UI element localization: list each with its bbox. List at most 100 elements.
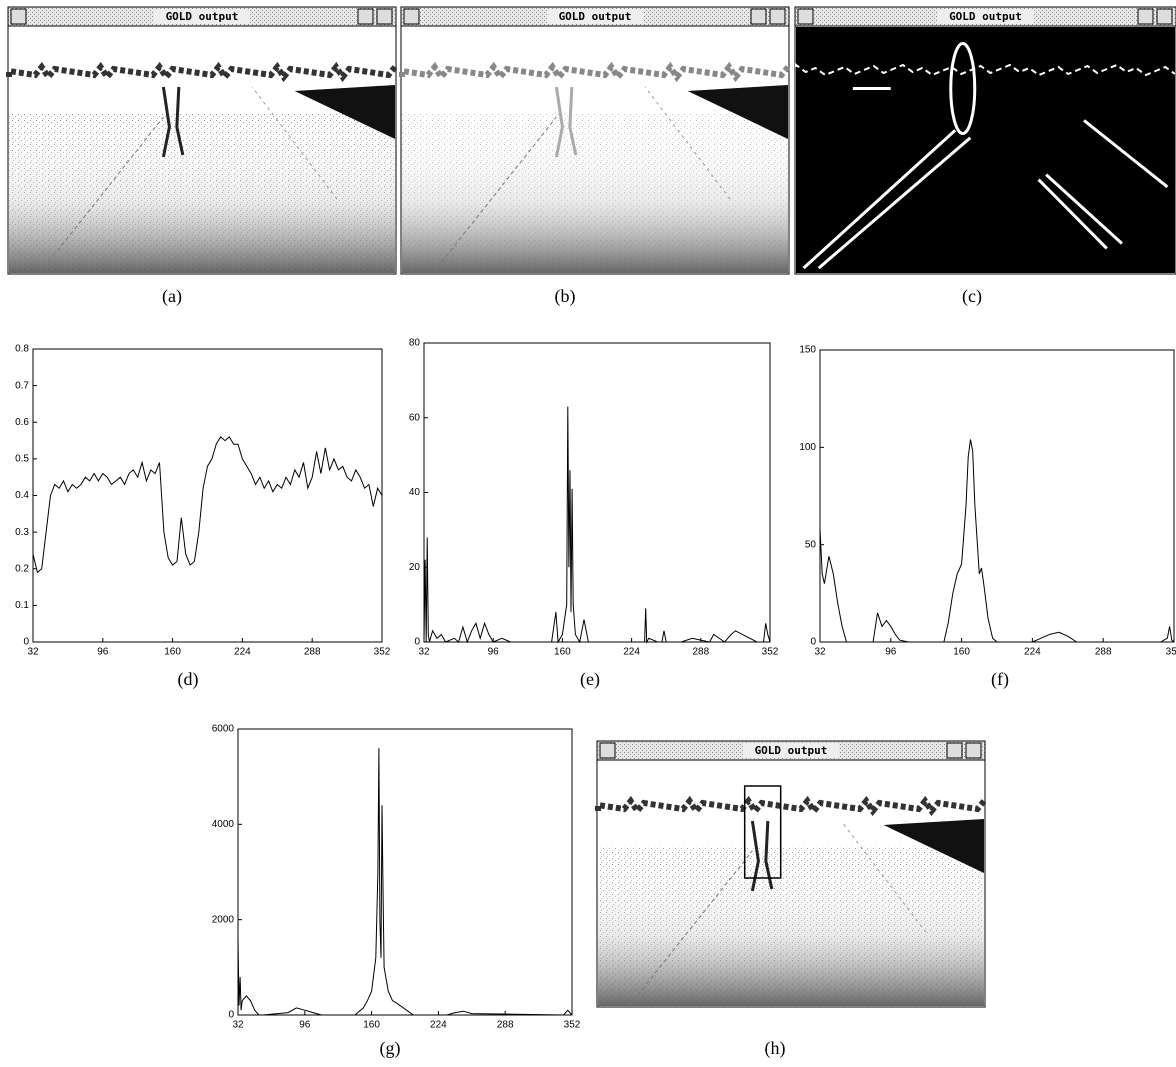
window-button [1156,8,1173,25]
pedestrian-edge [949,42,977,135]
y-tick-label: 0.2 [15,563,29,574]
y-tick-label: 0.4 [15,490,29,501]
x-tick-label: 288 [304,647,321,658]
y-tick-label: 0.7 [15,380,29,391]
lane [644,86,731,200]
pedestrian [750,820,774,892]
edge [795,63,1176,77]
window-button [750,8,767,25]
window-button [769,8,786,25]
caption: (f) [991,669,1009,690]
x-tick-label: 160 [164,647,181,658]
detection-box [743,785,782,879]
chart: 0 0.1 0.2 0.3 0.4 0.5 0.6 0.7 0.8 32 96 160 224 288 35… [15,344,391,658]
y-tick-label: 150 [799,345,816,356]
window: GOLD output [794,6,1176,275]
x-tick-label: 288 [1095,647,1112,658]
caption: (a) [162,286,182,307]
x-tick-label: 352 [1166,647,1176,658]
y-tick-label: 60 [409,412,421,423]
lane [432,116,557,274]
x-tick-label: 96 [97,647,109,658]
y-tick-label: 80 [409,338,421,349]
x-tick-label: 160 [953,647,970,658]
chart: 0 20 40 60 80 32 96 160 224 288 352 [409,338,779,658]
x-tick-label: 32 [27,647,39,658]
window-button [946,742,963,759]
lane [840,820,927,933]
y-tick-label: 2000 [212,914,235,925]
title-plate [154,9,250,24]
window-button [10,8,27,25]
image [796,27,1175,273]
x-tick-label: 32 [814,647,826,658]
x-tick-label: 96 [488,647,500,658]
caption: (b) [555,286,576,307]
x-tick-label: 32 [418,647,430,658]
lane [251,86,338,200]
caption: (e) [580,669,600,690]
plot-frame [237,728,573,1016]
caption: (c) [962,286,982,307]
edge [817,136,972,270]
edge [1045,173,1123,245]
x-tick-label: 224 [234,647,251,658]
chart: 0 50 100 150 32 96 160 224 288 352 [799,345,1176,658]
caption: (d) [178,669,199,690]
pedestrian [554,86,578,158]
window: GOLD output [6,6,398,275]
plot-frame [32,348,383,643]
road-shade [598,846,984,1006]
x-tick-label: 224 [623,647,640,658]
shadow [294,85,395,139]
y-tick-label: 0 [23,637,29,648]
tree-line [399,61,791,83]
window-button [965,742,982,759]
edge [802,129,957,270]
x-tick-label: 224 [430,1020,447,1031]
edge [1037,178,1108,250]
chart: 0 2000 4000 6000 32 96 160 224 288 352 [212,724,581,1031]
x-tick-label: 96 [299,1020,311,1031]
window-button [797,8,814,25]
shadow [687,85,788,139]
y-tick-label: 0 [810,637,816,648]
title-plate [547,9,643,24]
x-tick-label: 160 [363,1020,380,1031]
x-tick-label: 288 [497,1020,514,1031]
x-tick-label: 352 [564,1020,581,1031]
edge [1083,119,1169,189]
title-plate [937,9,1034,24]
x-tick-label: 96 [885,647,897,658]
y-tick-label: 0.6 [15,417,29,428]
window-button [1137,8,1154,25]
y-tick-label: 6000 [212,724,235,735]
y-tick-label: 0.8 [15,344,29,355]
data-line [423,406,771,644]
window-button [376,8,393,25]
plot-frame [819,349,1175,643]
window: GOLD output [595,740,987,1008]
y-tick-label: 40 [409,487,421,498]
plot-frame [423,342,771,643]
y-tick-label: 0.3 [15,527,29,538]
lane [628,850,753,1007]
y-tick-label: 0.5 [15,454,29,465]
x-tick-label: 224 [1024,647,1041,658]
title-plate [743,743,839,758]
pedestrian [161,86,185,158]
window-button [357,8,374,25]
caption: (g) [380,1038,401,1059]
window-button [403,8,420,25]
window: GOLD output [399,6,791,275]
y-tick-label: 0 [414,637,420,648]
y-tick-label: 0.1 [15,600,29,611]
x-tick-label: 160 [554,647,571,658]
window-title: GOLD output [559,10,632,23]
road-shade [9,113,395,273]
window-title: GOLD output [949,10,1022,23]
data-line [237,748,573,1016]
window-title: GOLD output [755,744,828,757]
